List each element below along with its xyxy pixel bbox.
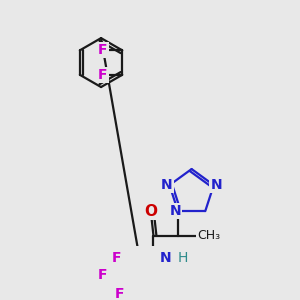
Text: O: O — [145, 204, 158, 219]
Text: N: N — [170, 204, 181, 218]
Text: H: H — [178, 250, 188, 265]
Text: F: F — [112, 250, 122, 265]
Text: F: F — [98, 68, 107, 82]
Text: CH₃: CH₃ — [197, 229, 220, 242]
Text: N: N — [161, 178, 173, 192]
Text: F: F — [98, 43, 107, 57]
Text: F: F — [115, 287, 124, 300]
Text: N: N — [160, 250, 172, 265]
Text: F: F — [97, 268, 107, 282]
Text: N: N — [210, 178, 222, 192]
